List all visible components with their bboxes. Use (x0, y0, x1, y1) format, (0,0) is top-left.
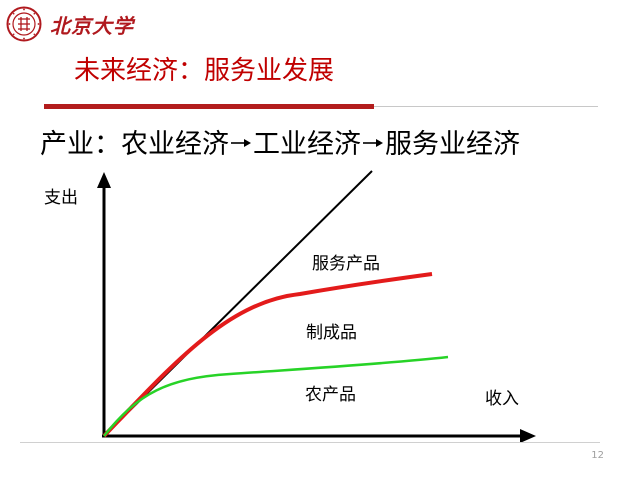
right-arrow-icon (231, 138, 251, 147)
curve-label-services: 服务产品 (312, 254, 380, 274)
right-arrow-icon (363, 138, 383, 147)
progression-prefix: 产业： (40, 129, 121, 160)
agriculture-curve (103, 355, 449, 437)
x-axis-label: 收入 (485, 389, 519, 409)
y-axis-arrowhead (97, 172, 111, 188)
curve-label-manufactures: 制成品 (306, 323, 357, 343)
title-rule-accent (44, 104, 374, 109)
university-name: 北京大学 (50, 13, 134, 38)
title-rule-divider (374, 106, 598, 107)
y-axis-label: 支出 (44, 188, 78, 208)
industry-progression: 产业： 农业经济 工业经济 服务业经济 (40, 122, 520, 161)
stage-service: 服务业经济 (385, 129, 520, 160)
university-logo: 北京大学 (6, 4, 134, 44)
page-number: 12 (591, 450, 604, 461)
stage-agricultural: 农业经济 (121, 129, 229, 160)
x-axis-arrowhead (520, 429, 536, 443)
university-seal-icon (6, 6, 42, 42)
manufactures-curve (102, 272, 433, 438)
stage-industrial: 工业经济 (253, 129, 361, 160)
footer-rule (20, 442, 600, 443)
curve-label-agriculture: 农产品 (305, 385, 356, 405)
slide-title: 未来经济：服务业发展 (74, 56, 335, 86)
